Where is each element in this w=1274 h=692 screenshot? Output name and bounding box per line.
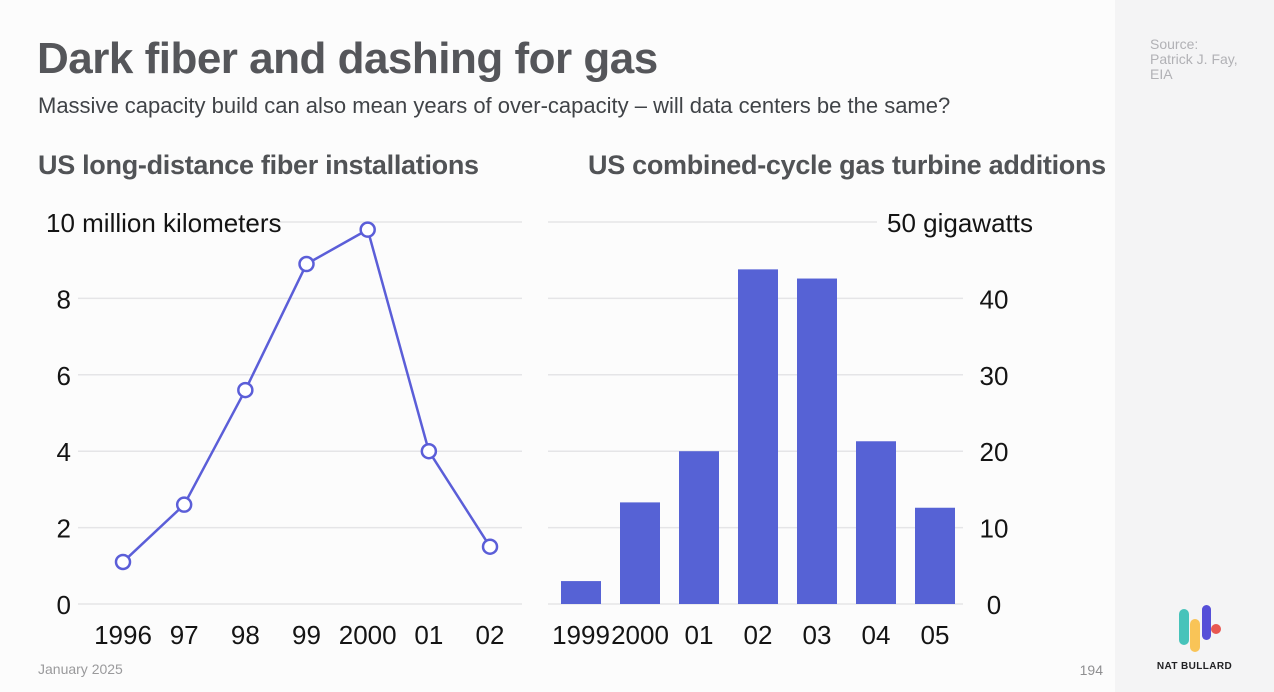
bar-04 bbox=[856, 441, 896, 604]
page-title: Dark fiber and dashing for gas bbox=[37, 34, 658, 83]
y-tick-label: 20 bbox=[980, 437, 1009, 467]
bar-1999 bbox=[561, 581, 601, 604]
page-subtitle: Massive capacity build can also mean yea… bbox=[38, 93, 951, 118]
x-tick-label: 2000 bbox=[339, 620, 397, 650]
line-series bbox=[122, 228, 492, 563]
y-tick-label: 4 bbox=[57, 437, 71, 467]
data-point-99 bbox=[298, 255, 315, 273]
x-tick-label: 05 bbox=[921, 620, 950, 650]
y-tick-label: 10 bbox=[980, 514, 1009, 544]
logo-text: NAT BULLARD bbox=[1156, 661, 1233, 672]
y-tick-label: 0 bbox=[57, 590, 71, 620]
x-tick-label: 03 bbox=[803, 620, 832, 650]
source-line: Source: bbox=[1150, 36, 1199, 52]
bar-03 bbox=[797, 278, 837, 604]
bar-01 bbox=[679, 451, 719, 604]
y-tick-label: 2 bbox=[57, 514, 71, 544]
data-point-02 bbox=[481, 538, 499, 555]
slide-main-area: Dark fiber and dashing for gas Massive c… bbox=[37, 34, 1107, 678]
logo-bar-indigo-icon bbox=[1202, 605, 1211, 640]
gas-bar-chart: 0 10 20 30 40 50 gigawatts 1999 2000 01 02 03 04 05 bbox=[548, 208, 1033, 650]
x-tick-label: 1999 bbox=[552, 620, 610, 650]
bar-05 bbox=[915, 507, 955, 604]
source-line: EIA bbox=[1150, 66, 1173, 82]
y-tick-label: 40 bbox=[980, 284, 1009, 314]
data-point-1996 bbox=[114, 553, 132, 571]
data-point-98 bbox=[237, 381, 254, 399]
x-tick-label: 98 bbox=[231, 620, 260, 650]
source-line: Patrick J. Fay, bbox=[1150, 51, 1238, 67]
axis-unit-label: 50 gigawatts bbox=[887, 208, 1033, 238]
axis-unit-label: 10 million kilometers bbox=[46, 208, 282, 238]
x-tick-label: 04 bbox=[862, 620, 891, 650]
nat-bullard-logo: NAT BULLARD bbox=[1115, 600, 1274, 692]
sidebar: Source: Patrick J. Fay, EIA NAT BULLARD bbox=[1115, 0, 1274, 692]
x-tick-label: 01 bbox=[414, 620, 443, 650]
page-number: 194 bbox=[1079, 662, 1103, 678]
x-tick-label: 99 bbox=[292, 620, 321, 650]
data-point-2000 bbox=[359, 221, 376, 238]
y-tick-label: 6 bbox=[57, 361, 71, 391]
y-tick-label: 8 bbox=[57, 284, 71, 314]
x-tick-label: 02 bbox=[476, 620, 505, 650]
y-tick-label: 30 bbox=[980, 361, 1009, 391]
source-note: Source: Patrick J. Fay, EIA bbox=[1150, 37, 1238, 82]
y-tick-label: 0 bbox=[987, 590, 1001, 620]
x-tick-label: 1996 bbox=[94, 620, 152, 650]
bar-2000 bbox=[620, 502, 660, 604]
logo-dot-red-icon bbox=[1211, 624, 1221, 634]
x-tick-label: 2000 bbox=[611, 620, 669, 650]
data-point-97 bbox=[175, 496, 193, 513]
x-tick-label: 02 bbox=[744, 620, 773, 650]
x-tick-label: 01 bbox=[685, 620, 714, 650]
logo-bar-teal-icon bbox=[1179, 609, 1189, 645]
logo-bar-yellow-icon bbox=[1190, 619, 1200, 652]
data-point-01 bbox=[420, 442, 438, 460]
gas-chart-title: US combined-cycle gas turbine additions bbox=[588, 150, 1106, 180]
footer-date: January 2025 bbox=[38, 661, 123, 677]
bar-02 bbox=[738, 269, 778, 604]
fiber-chart-title: US long-distance fiber installations bbox=[38, 150, 479, 180]
x-tick-label: 97 bbox=[170, 620, 199, 650]
